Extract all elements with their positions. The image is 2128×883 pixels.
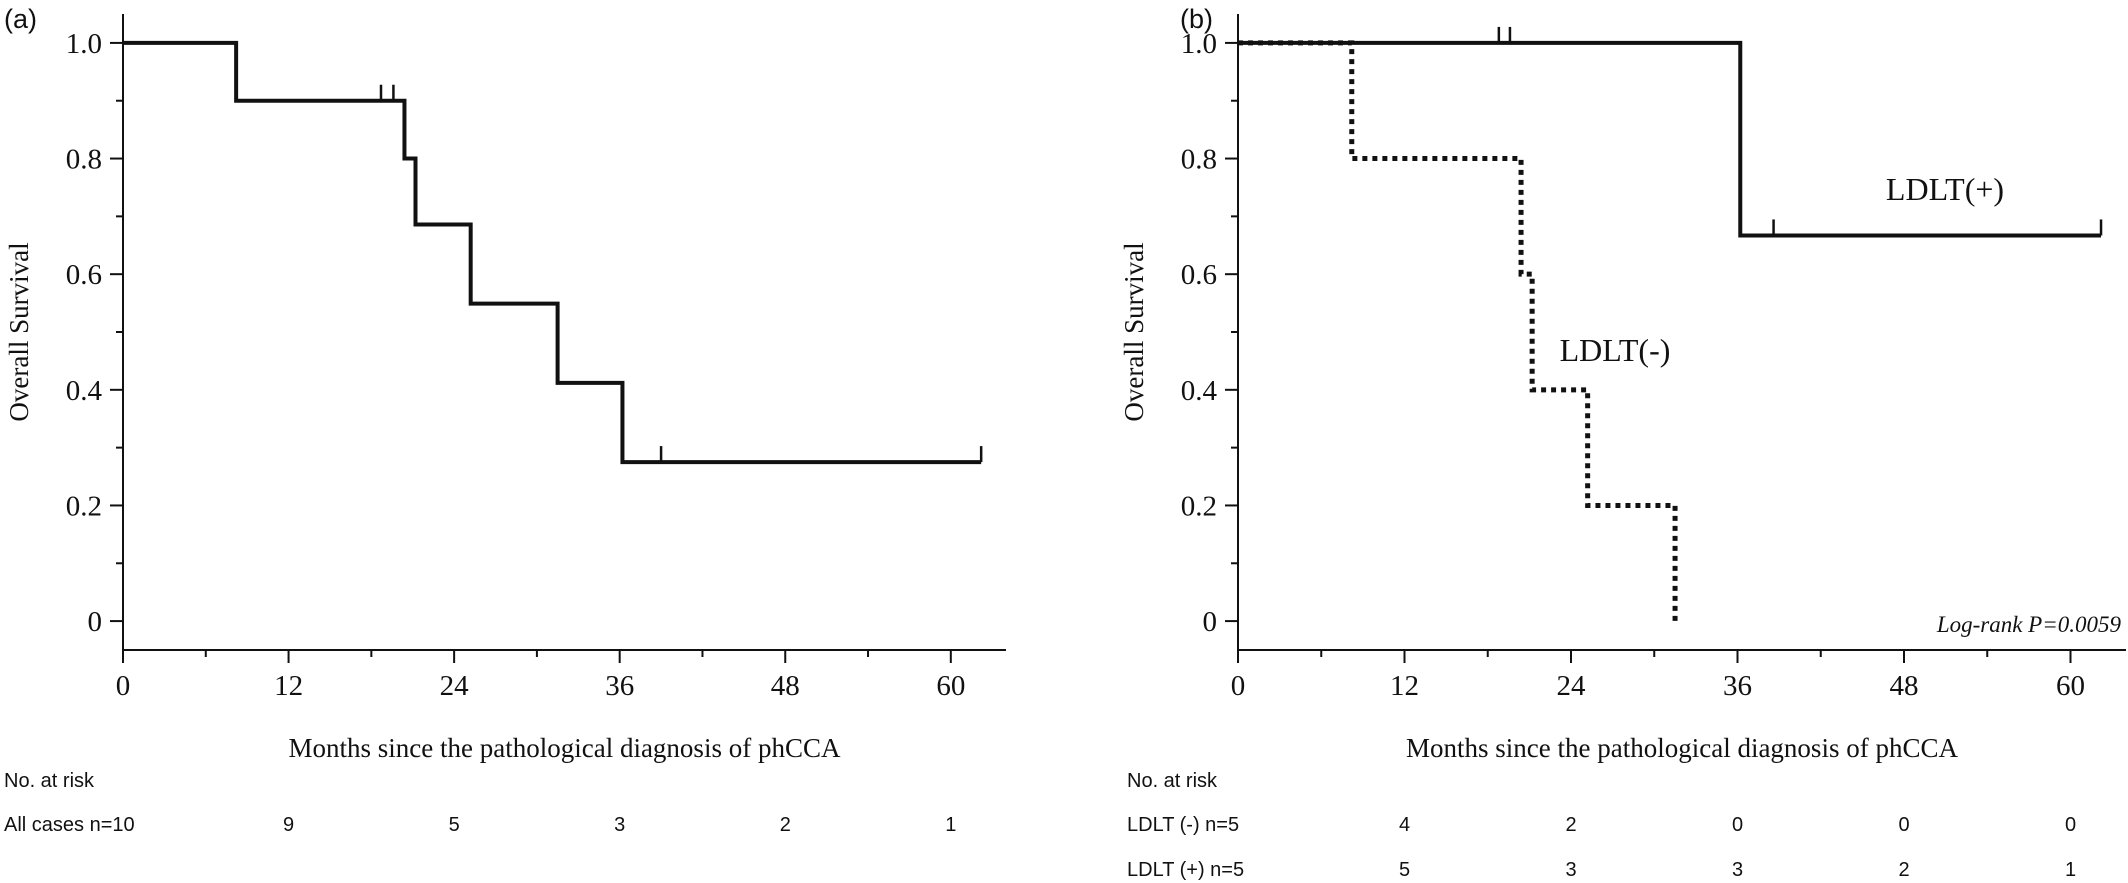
y-axis-label: Overall Survival — [1119, 242, 1149, 421]
risk-count: 1 — [945, 814, 956, 836]
risk-count: 2 — [1898, 859, 1909, 881]
x-tick-label: 48 — [771, 670, 800, 702]
x-axis-label: Months since the pathological diagnosis … — [289, 733, 841, 763]
panel-label: (b) — [1180, 4, 1213, 34]
series-label: LDLT(+) — [1886, 171, 2004, 207]
y-tick-label: 1.0 — [1181, 28, 1217, 60]
x-tick-label: 12 — [1390, 670, 1419, 702]
x-tick-label: 48 — [1890, 670, 1919, 702]
risk-count: 0 — [1732, 814, 1743, 836]
x-axis-label: Months since the pathological diagnosis … — [1406, 733, 1958, 763]
risk-count: 9 — [283, 814, 294, 836]
y-tick-label: 0.8 — [66, 144, 102, 176]
risk-table-header: No. at risk — [4, 770, 95, 792]
y-tick-label: 0 — [1203, 606, 1218, 638]
y-tick-label: 1.0 — [66, 28, 102, 60]
risk-row-label: LDLT (-) n=5 — [1127, 814, 1239, 836]
x-tick-label: 24 — [1557, 670, 1587, 702]
risk-row-label: LDLT (+) n=5 — [1127, 859, 1244, 881]
series-label: LDLT(-) — [1560, 332, 1671, 368]
risk-row-label: All cases n=10 — [4, 814, 135, 836]
risk-count: 5 — [1399, 859, 1410, 881]
y-tick-label: 0.6 — [1181, 259, 1217, 291]
risk-count: 0 — [2065, 814, 2076, 836]
x-tick-label: 0 — [116, 670, 131, 702]
y-tick-label: 0.2 — [66, 490, 102, 522]
x-tick-label: 12 — [274, 670, 303, 702]
risk-count: 2 — [1565, 814, 1576, 836]
y-tick-label: 0.4 — [66, 375, 103, 407]
risk-count: 3 — [1565, 859, 1576, 881]
risk-count: 3 — [1732, 859, 1743, 881]
x-tick-label: 60 — [936, 670, 965, 702]
risk-count: 2 — [780, 814, 791, 836]
survival-curve — [123, 40, 982, 465]
risk-count: 0 — [1898, 814, 1909, 836]
y-tick-label: 0.2 — [1181, 490, 1217, 522]
y-tick-label: 0 — [88, 606, 103, 638]
survival-curve-ldlt- — [1238, 40, 1678, 622]
survival-curve-ldlt+ — [1238, 40, 2102, 238]
risk-count: 4 — [1399, 814, 1410, 836]
risk-count: 5 — [449, 814, 460, 836]
x-tick-label: 36 — [1723, 670, 1752, 702]
x-tick-label: 60 — [2056, 670, 2085, 702]
x-tick-label: 0 — [1231, 670, 1246, 702]
risk-table-header: No. at risk — [1127, 770, 1218, 792]
y-axis-label: Overall Survival — [4, 242, 34, 421]
risk-count: 1 — [2065, 859, 2076, 881]
y-tick-label: 0.8 — [1181, 144, 1217, 176]
panel-label: (a) — [4, 4, 37, 34]
x-tick-label: 24 — [440, 670, 470, 702]
x-tick-label: 36 — [605, 670, 634, 702]
log-rank-annotation: Log-rank P=0.0059 — [1936, 612, 2122, 637]
y-tick-label: 0.4 — [1181, 375, 1218, 407]
y-tick-label: 0.6 — [66, 259, 102, 291]
risk-count: 3 — [614, 814, 625, 836]
